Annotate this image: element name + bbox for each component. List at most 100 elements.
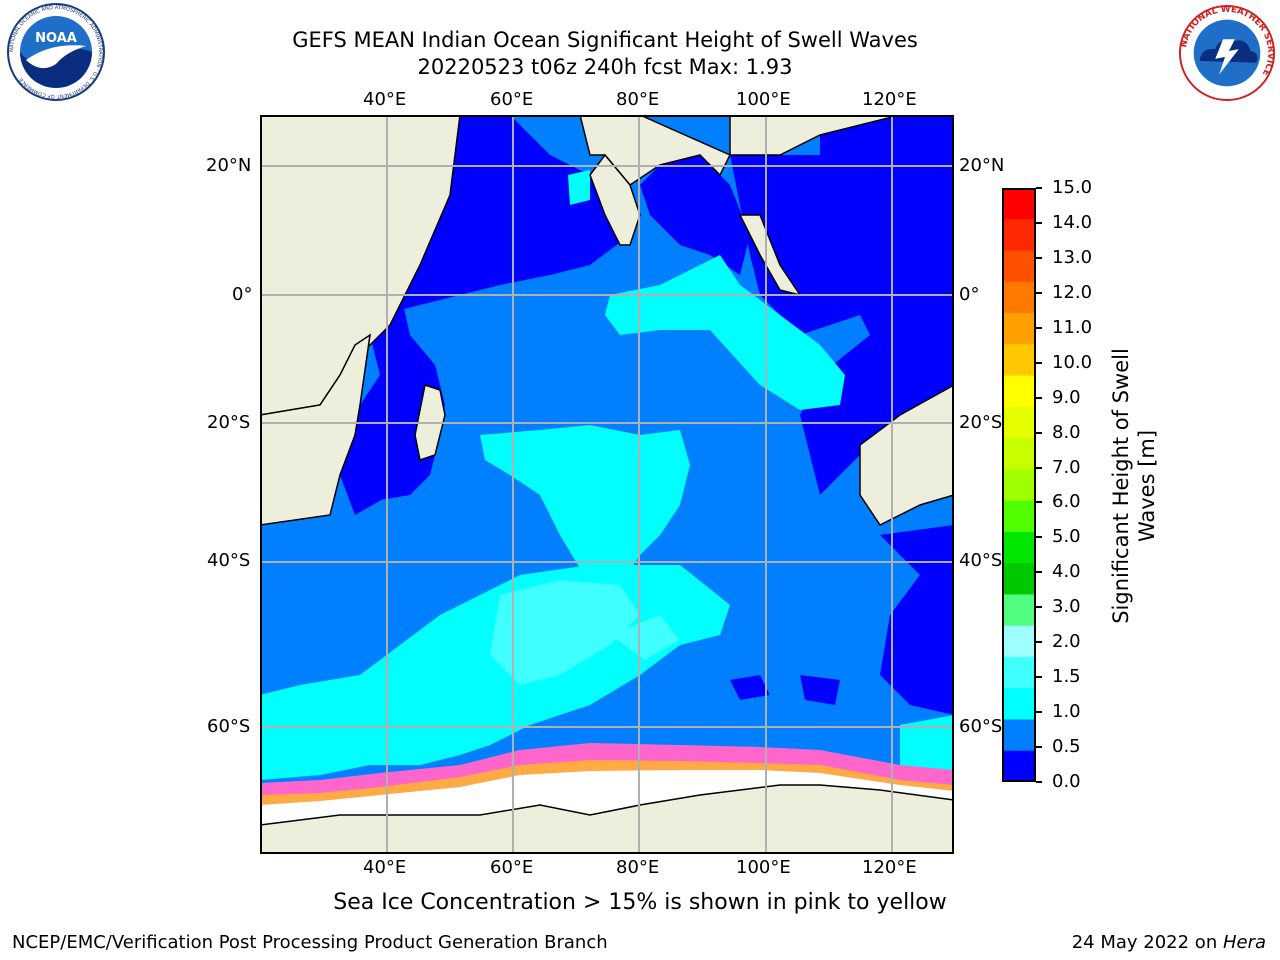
- lon-bottom-label: 60°E: [490, 857, 534, 878]
- colorbar-ticks: 15.0 14.0 13.0 12.0 11.0 10.0 9.0 8.0 7.0 6.0 5.0 4…: [1036, 177, 1106, 792]
- colorbar-segment: [1002, 438, 1036, 470]
- colorbar-tick: [1036, 291, 1042, 294]
- calm-patch-s1: [800, 675, 840, 705]
- colorbar-segments: [1002, 188, 1036, 782]
- colorbar-tick-label: 8.0: [1052, 421, 1081, 443]
- colorbar-tick-label: 1.5: [1052, 666, 1081, 688]
- lon-top-label: 100°E: [736, 89, 791, 110]
- colorbar-label: Significant Height of Swell Waves [m]: [1104, 190, 1164, 782]
- lat-right-label: 60°S: [959, 716, 1003, 737]
- colorbar-segment: [1002, 250, 1036, 283]
- colorbar: [1002, 188, 1036, 782]
- colorbar-segment: [1002, 719, 1036, 752]
- colorbar-tick-label: 15.0: [1052, 177, 1093, 198]
- colorbar-tick-label: 0.5: [1052, 736, 1081, 758]
- lon-top-label: 80°E: [616, 89, 660, 110]
- lat-left-label: 20°N: [206, 155, 252, 176]
- land-india-peninsula: [589, 153, 641, 246]
- land-australia: [859, 384, 954, 526]
- sea-ice-note: Sea Ice Concentration > 15% is shown in …: [333, 890, 947, 915]
- lat-right-label: 0°: [959, 284, 980, 305]
- map-title: GEFS MEAN Indian Ocean Significant Heigh…: [292, 28, 918, 52]
- lon-bottom-label: 80°E: [616, 857, 660, 878]
- colorbar-segment: [1002, 469, 1036, 502]
- swell-high-south2: [610, 615, 680, 660]
- colorbar-segment: [1002, 406, 1036, 439]
- sea-ice-edge: [260, 743, 954, 797]
- colorbar-tick: [1036, 466, 1042, 469]
- lon-bottom-label: 120°E: [862, 857, 917, 878]
- swell-southeast: [900, 715, 954, 775]
- colorbar-segment: [1002, 625, 1036, 658]
- lat-right-label: 40°S: [959, 550, 1003, 571]
- colorbar-segment: [1002, 344, 1036, 377]
- land-southeast-asia: [729, 115, 901, 156]
- lat-right-label: 20°N: [959, 155, 1005, 176]
- lon-bottom-label: 40°E: [363, 857, 407, 878]
- colorbar-segment: [1002, 281, 1036, 314]
- land-africa: [260, 333, 371, 526]
- colorbar-tick-label: 12.0: [1052, 281, 1093, 303]
- land-india: [579, 115, 732, 186]
- colorbar-segment: [1002, 656, 1036, 689]
- nws-logo-icon: NATIONAL WEATHER SERVICE: [1178, 5, 1275, 102]
- noaa-logo-text: NOAA: [35, 31, 77, 46]
- colorbar-tick-label: 3.0: [1052, 596, 1081, 618]
- colorbar-tick: [1036, 606, 1042, 609]
- map-frame: [260, 115, 954, 854]
- colorbar-tick: [1036, 501, 1042, 504]
- colorbar-label-line2: Waves [m]: [1135, 429, 1159, 543]
- lat-right-label: 20°S: [959, 412, 1003, 433]
- colorbar-segment: [1002, 688, 1036, 721]
- lon-top-label: 40°E: [363, 89, 407, 110]
- colorbar-tick-label: 9.0: [1052, 386, 1081, 408]
- swell-arabian-patch: [568, 170, 590, 205]
- footer-date-text: 24 May 2022 on: [1071, 932, 1223, 953]
- calm-east-south: [880, 525, 954, 715]
- calm-north-arabian: [340, 115, 630, 375]
- colorbar-tick: [1036, 256, 1042, 259]
- swell-high-south: [490, 580, 640, 685]
- footer-date: 24 May 2022 on Hera: [1072, 932, 1266, 953]
- calm-bay-of-bengal: [640, 155, 750, 275]
- colorbar-tick: [1036, 187, 1042, 189]
- calm-maritime: [730, 115, 954, 495]
- colorbar-segment: [1002, 188, 1036, 220]
- map-subtitle: 20220523 t06z 240h fcst Max: 1.93: [417, 55, 793, 79]
- colorbar-tick-label: 4.0: [1052, 561, 1081, 583]
- map-plot: [260, 115, 954, 854]
- colorbar-tick: [1036, 431, 1042, 434]
- lon-top-label: 60°E: [490, 89, 534, 110]
- colorbar-segment: [1002, 563, 1036, 596]
- colorbar-tick-label: 14.0: [1052, 211, 1093, 233]
- lat-left-label: 60°S: [207, 716, 251, 737]
- noaa-logo-icon: NOAA NATIONAL OCEANIC AND ATMOSPHERIC AD…: [7, 3, 105, 101]
- colorbar-tick: [1036, 536, 1042, 539]
- colorbar-tick-label: 6.0: [1052, 491, 1081, 513]
- lat-left-label: 0°: [232, 284, 253, 305]
- colorbar-tick-label: 1.0: [1052, 701, 1081, 723]
- colorbar-tick: [1036, 326, 1042, 329]
- colorbar-tick: [1036, 221, 1042, 224]
- colorbar-tick: [1036, 676, 1042, 679]
- colorbar-tick-label: 7.0: [1052, 456, 1081, 478]
- colorbar-segment: [1002, 500, 1036, 533]
- colorbar-tick-label: 11.0: [1052, 316, 1093, 338]
- footer-credit: NCEP/EMC/Verification Post Processing Pr…: [12, 932, 608, 953]
- swell-equatorial: [605, 255, 845, 410]
- lat-left-label: 20°S: [207, 412, 251, 433]
- colorbar-tick: [1036, 571, 1042, 574]
- colorbar-segment: [1002, 531, 1036, 564]
- colorbar-tick-label: 13.0: [1052, 246, 1093, 268]
- footer-host: Hera: [1222, 932, 1266, 953]
- calm-patch-s2: [730, 675, 770, 700]
- colorbar-tick: [1036, 746, 1042, 749]
- colorbar-tick-label: 2.0: [1052, 631, 1081, 653]
- map-grid: [260, 115, 954, 854]
- colorbar-tick-label: 10.0: [1052, 351, 1093, 373]
- colorbar-tick-label: 5.0: [1052, 526, 1081, 548]
- colorbar-tick: [1036, 781, 1042, 783]
- colorbar-segment: [1002, 750, 1036, 782]
- colorbar-segment: [1002, 219, 1036, 252]
- colorbar-tick: [1036, 711, 1042, 714]
